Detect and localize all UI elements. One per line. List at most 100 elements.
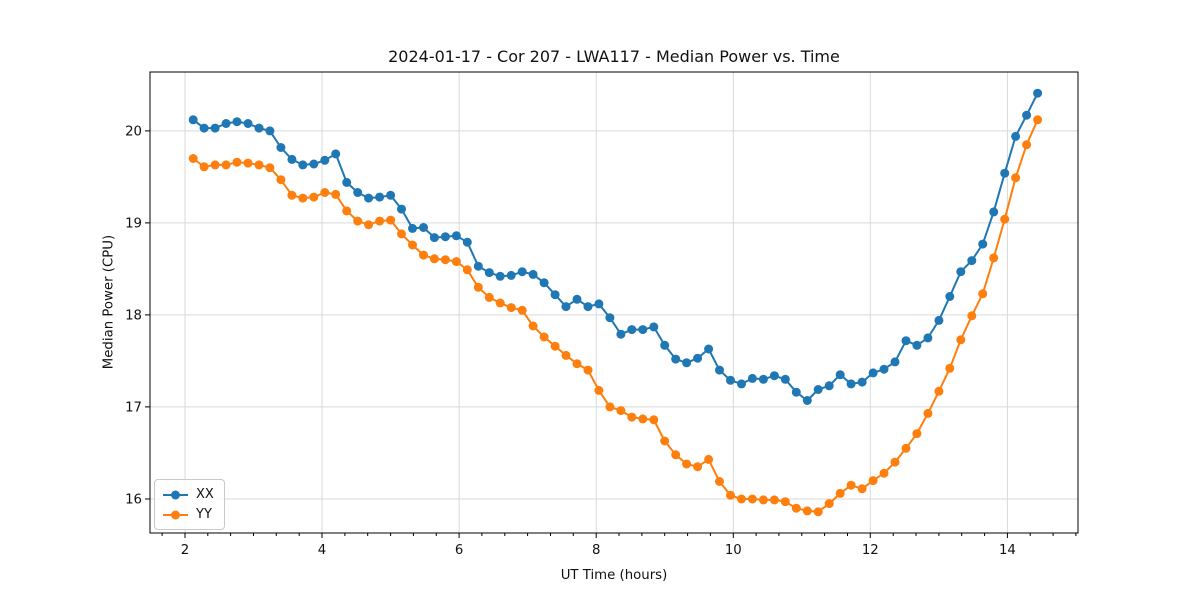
data-point-marker <box>331 189 341 199</box>
data-point-marker <box>583 302 593 312</box>
legend-line-marker-xx-icon <box>162 488 189 502</box>
data-point-marker <box>901 336 911 346</box>
data-point-marker <box>682 459 692 469</box>
data-point-marker <box>353 188 363 197</box>
data-point-marker <box>715 365 724 375</box>
data-point-marker <box>320 188 330 197</box>
data-point-marker <box>473 261 483 271</box>
data-point-marker <box>539 278 549 288</box>
series-xx <box>188 88 1043 405</box>
data-point-marker <box>605 313 615 323</box>
data-point-marker <box>693 353 703 363</box>
data-point-marker <box>967 256 977 266</box>
data-point-marker <box>890 457 900 467</box>
data-point-marker <box>1011 173 1021 183</box>
data-point-marker <box>616 329 626 339</box>
data-point-marker <box>506 270 516 280</box>
data-point-marker <box>846 379 856 389</box>
data-point-marker <box>210 123 220 133</box>
data-point-marker <box>583 365 593 375</box>
data-point-marker <box>660 436 670 446</box>
data-point-marker <box>188 154 198 163</box>
data-point-marker <box>1000 214 1010 224</box>
data-point-marker <box>835 370 845 380</box>
data-point-marker <box>989 207 999 217</box>
data-point-marker <box>594 385 604 395</box>
data-point-marker <box>671 354 681 364</box>
data-point-marker <box>638 414 648 424</box>
data-point-marker <box>857 484 867 494</box>
data-point-marker <box>769 371 779 381</box>
data-point-marker <box>945 363 955 373</box>
data-point-marker <box>309 159 319 169</box>
data-point-marker <box>397 229 406 239</box>
data-point-marker <box>265 126 275 136</box>
y-tick-label: 19 <box>125 216 142 231</box>
data-point-marker <box>342 177 352 187</box>
data-point-marker <box>912 429 922 439</box>
data-point-marker <box>276 143 286 152</box>
data-point-marker <box>462 237 472 247</box>
data-point-marker <box>364 193 374 203</box>
data-point-marker <box>188 115 198 125</box>
y-tick-label: 16 <box>125 493 142 508</box>
data-point-marker <box>287 190 297 200</box>
data-point-marker <box>561 302 571 312</box>
data-point-marker <box>364 220 374 230</box>
data-point-marker <box>550 341 560 351</box>
x-tick-label: 8 <box>592 543 600 558</box>
data-point-marker <box>693 462 703 472</box>
data-point-marker <box>879 468 889 478</box>
data-point-marker <box>747 494 757 504</box>
data-point-marker <box>232 117 242 127</box>
data-point-marker <box>440 255 450 265</box>
data-point-marker <box>726 490 735 500</box>
data-point-marker <box>868 476 878 486</box>
data-point-marker <box>835 488 845 498</box>
data-point-marker <box>484 268 494 278</box>
data-point-marker <box>254 123 264 133</box>
series-line <box>192 92 1039 402</box>
y-tick-label: 17 <box>125 400 142 415</box>
data-point-marker <box>429 233 439 243</box>
data-point-marker <box>923 408 933 418</box>
data-point-marker <box>989 253 999 263</box>
y-tick-label: 20 <box>125 124 142 139</box>
data-point-marker <box>539 332 549 342</box>
x-tick-label: 12 <box>862 543 879 558</box>
data-point-marker <box>1000 168 1010 178</box>
data-point-marker <box>1033 115 1043 125</box>
data-point-marker <box>671 450 681 460</box>
data-point-marker <box>451 231 461 241</box>
data-point-marker <box>419 250 428 260</box>
x-tick-label: 10 <box>725 543 742 558</box>
grid <box>150 72 1078 533</box>
data-point-marker <box>199 162 209 172</box>
data-point-marker <box>704 344 714 354</box>
data-point-marker <box>616 406 626 416</box>
legend: XX YY <box>154 479 225 530</box>
data-point-marker <box>561 350 571 360</box>
data-point-marker <box>375 216 385 226</box>
data-point-marker <box>199 123 209 133</box>
data-point-marker <box>287 154 297 164</box>
data-point-marker <box>232 157 242 167</box>
data-point-marker <box>758 374 768 384</box>
data-point-marker <box>824 499 834 509</box>
data-point-marker <box>923 333 933 343</box>
data-point-marker <box>682 358 692 368</box>
data-point-marker <box>780 374 790 384</box>
data-point-marker <box>298 160 308 170</box>
data-point-marker <box>802 506 812 516</box>
data-point-marker <box>715 477 724 486</box>
data-point-marker <box>802 396 812 405</box>
series-line <box>192 118 1039 513</box>
legend-item-yy: YY <box>162 505 214 524</box>
axes-frame <box>149 71 1079 534</box>
data-point-marker <box>353 216 363 226</box>
data-point-marker <box>429 254 439 264</box>
data-point-marker <box>890 357 900 367</box>
data-point-marker <box>528 269 538 279</box>
data-point-marker <box>758 495 768 505</box>
